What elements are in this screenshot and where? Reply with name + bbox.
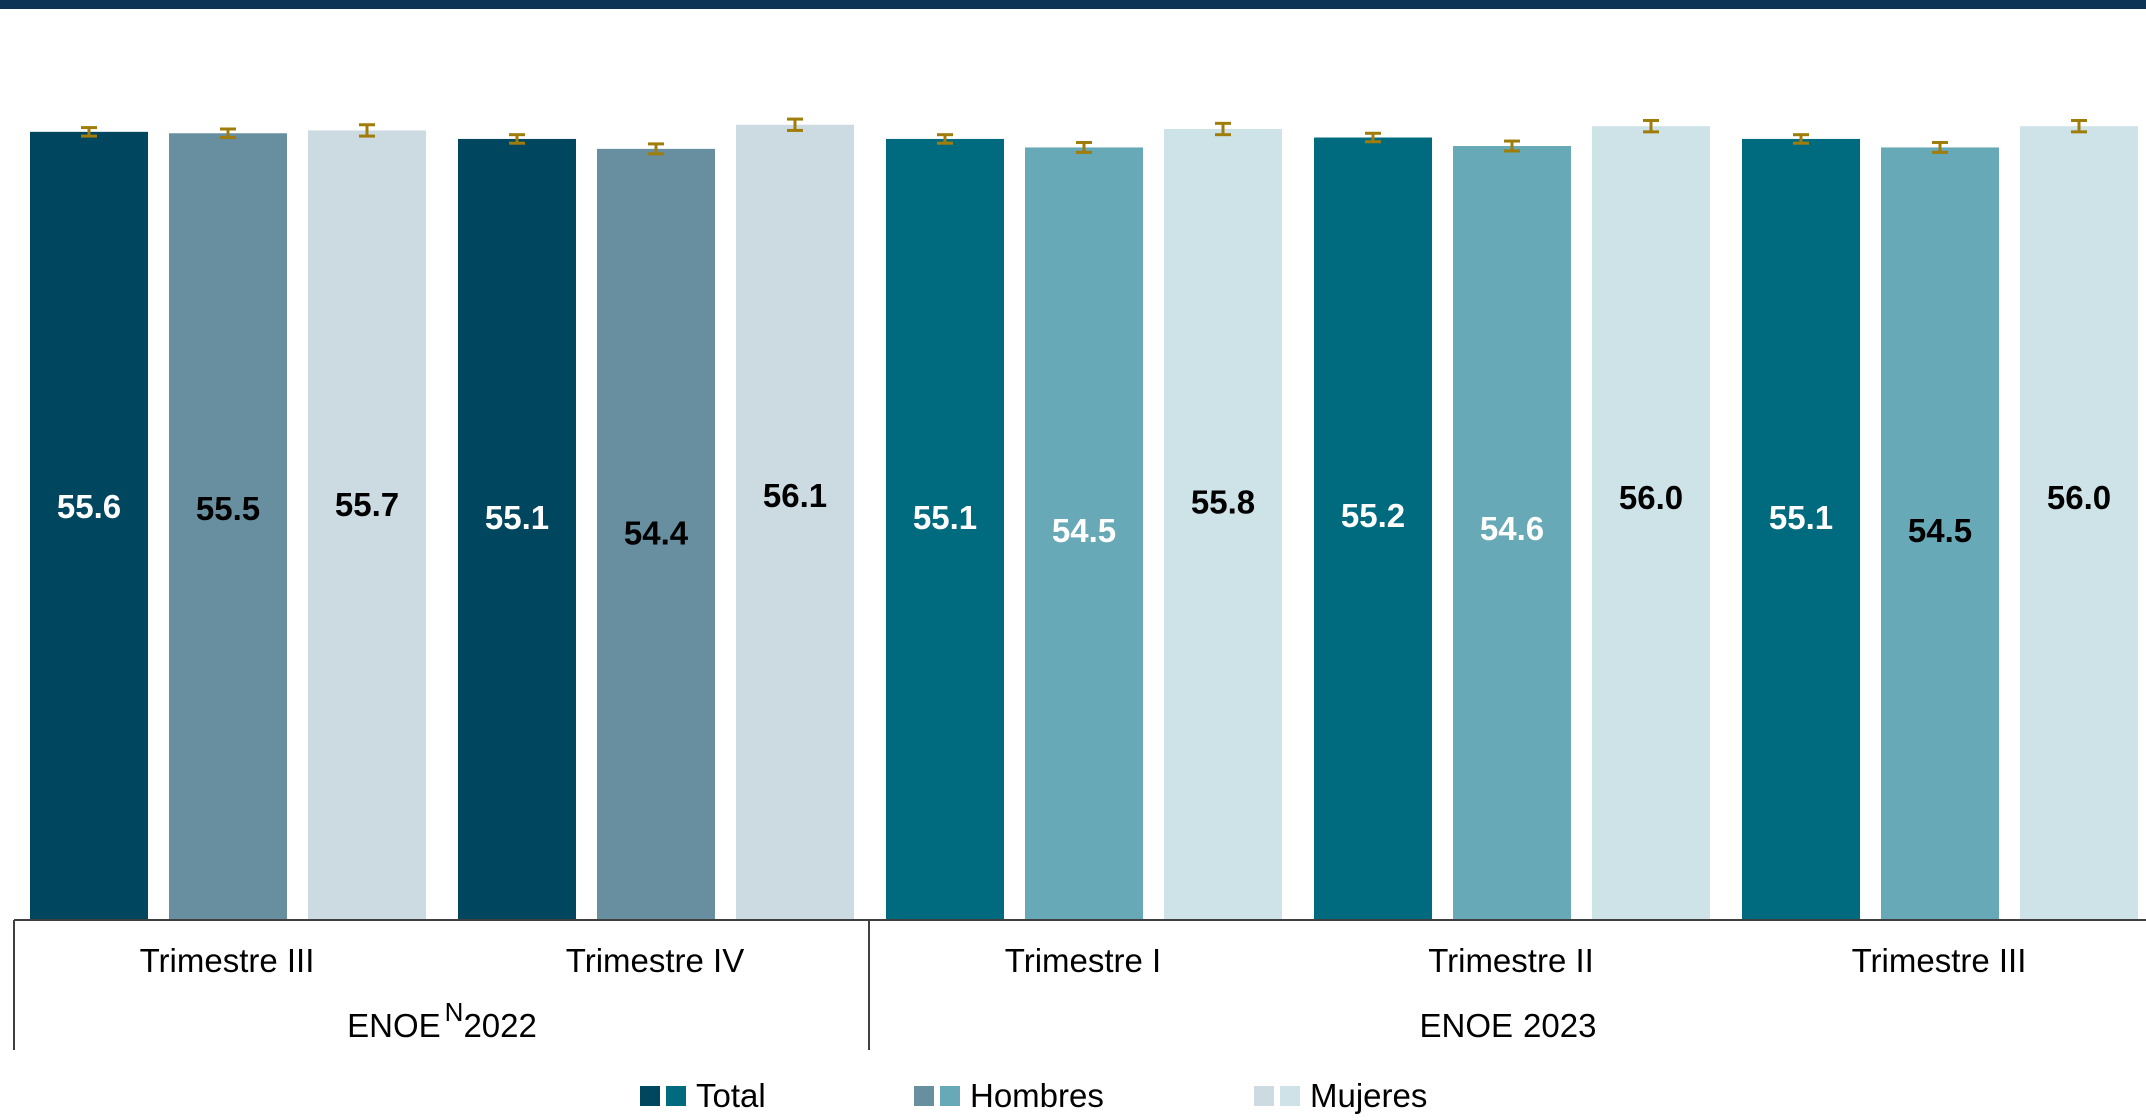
group-label-year: 2022 bbox=[463, 1007, 536, 1044]
group-label: ENOE 2023 bbox=[1420, 1007, 1597, 1044]
group-label-name: ENOE bbox=[1420, 1007, 1514, 1044]
data-label: 55.6 bbox=[57, 488, 121, 525]
group-label-year: 2023 bbox=[1523, 1007, 1596, 1044]
legend-swatch bbox=[666, 1086, 686, 1106]
data-label: 55.8 bbox=[1191, 484, 1255, 521]
x-tick-label: Trimestre I bbox=[1005, 942, 1161, 979]
bar bbox=[30, 131, 148, 921]
bar bbox=[1453, 146, 1571, 920]
x-tick-label: Trimestre III bbox=[140, 942, 315, 979]
x-tick-label: Trimestre II bbox=[1428, 942, 1594, 979]
group-label-superscript: N bbox=[445, 997, 464, 1027]
top-band bbox=[0, 0, 2146, 9]
bar bbox=[1881, 147, 1999, 920]
group-label: ENOE N2022 bbox=[347, 997, 537, 1044]
data-label: 56.0 bbox=[2047, 479, 2111, 516]
data-label: 54.4 bbox=[624, 514, 689, 551]
legend-label: Mujeres bbox=[1310, 1077, 1427, 1114]
data-label: 56.1 bbox=[763, 477, 827, 514]
bar bbox=[308, 130, 426, 920]
legend-swatch bbox=[940, 1086, 960, 1106]
bar bbox=[458, 138, 576, 920]
bar bbox=[597, 148, 715, 920]
data-label: 54.5 bbox=[1908, 512, 1972, 549]
x-tick-label: Trimestre IV bbox=[566, 942, 744, 979]
legend-swatch bbox=[1280, 1086, 1300, 1106]
group-label-name: ENOE bbox=[347, 1007, 441, 1044]
legend-swatch bbox=[640, 1086, 660, 1106]
bar bbox=[1164, 129, 1282, 921]
data-label: 56.0 bbox=[1619, 479, 1683, 516]
data-label: 55.7 bbox=[335, 486, 399, 523]
data-label: 54.5 bbox=[1052, 512, 1116, 549]
bar bbox=[736, 124, 854, 921]
x-tick-label: Trimestre III bbox=[1852, 942, 2027, 979]
data-label: 55.2 bbox=[1341, 497, 1405, 534]
legend-label: Total bbox=[696, 1077, 766, 1114]
legend-swatch bbox=[914, 1086, 934, 1106]
bar bbox=[1742, 138, 1860, 920]
bar bbox=[886, 138, 1004, 920]
data-label: 55.5 bbox=[196, 490, 260, 527]
legend-swatch bbox=[1254, 1086, 1274, 1106]
data-label: 55.1 bbox=[485, 499, 549, 536]
bar bbox=[169, 133, 287, 920]
data-label: 55.1 bbox=[1769, 499, 1833, 536]
bar bbox=[1025, 147, 1143, 920]
data-label: 54.6 bbox=[1480, 510, 1544, 547]
data-label: 55.1 bbox=[913, 499, 977, 536]
bar bbox=[1592, 126, 1710, 921]
legend-label: Hombres bbox=[970, 1077, 1104, 1114]
bar bbox=[2020, 126, 2138, 921]
bar bbox=[1314, 137, 1432, 920]
